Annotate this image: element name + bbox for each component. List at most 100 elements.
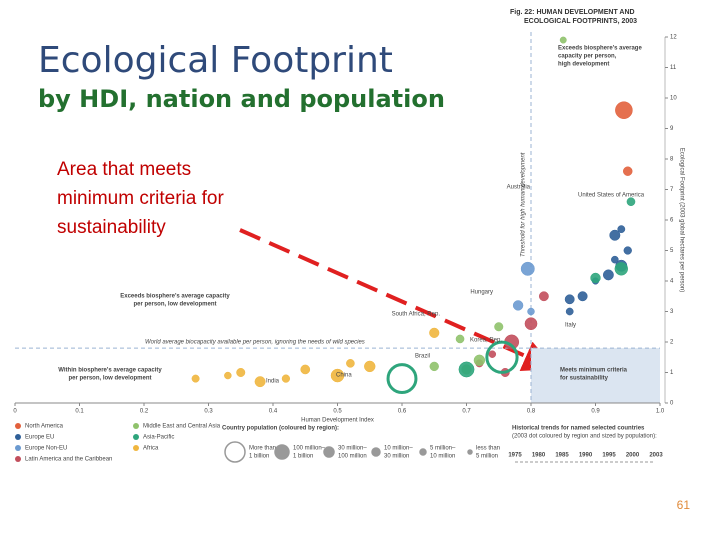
population-label: 10 million– [384,446,413,452]
x-tick-label: 0.5 [333,409,342,415]
bubble [191,374,200,383]
bubble [524,317,538,331]
x-tick-label: 0.3 [204,409,213,415]
population-legend-title: Country population (coloured by region): [222,426,339,432]
y-tick-label: 6 [670,218,674,224]
y-tick-label: 3 [670,309,674,315]
quadrant-label: capacity per person, [558,54,617,60]
bubble [281,374,291,383]
quadrant-label: Within biosphere's average capacity [58,368,162,374]
population-label: 5 million– [430,446,456,452]
slide-title: Ecological Footprint [38,40,393,81]
country-label: China [336,373,352,379]
legend-swatch [133,445,139,451]
legend-label: Asia-Pacific [143,435,174,441]
legend-swatch [133,434,139,440]
bubble [330,368,345,383]
bubble [626,197,636,207]
bubble [520,261,535,276]
legend-label: North America [25,424,64,430]
trend-year: 1990 [579,453,593,459]
legend-swatch [133,423,139,429]
population-label: 1 billion [249,454,269,460]
bubble [564,294,575,305]
quadrant-label: Exceeds biosphere's average [558,46,642,52]
y-tick-label: 1 [670,370,674,376]
legend-label: Europe EU [25,435,54,441]
figure-title: ECOLOGICAL FOOTPRINTS, 2003 [524,18,637,25]
y-tick-label: 7 [670,187,674,193]
quadrant-label: per person, low development [68,376,151,382]
y-tick-label: 11 [670,65,677,71]
population-label: 30 million [384,454,409,460]
x-tick-label: 1.0 [656,409,665,415]
trend-legend-title: (2003 dot coloured by region and sized b… [512,434,657,440]
annotation-arrow [239,228,556,371]
biocapacity-label: World average biocapacity available per … [145,340,365,346]
bubble [590,272,601,284]
bubble [473,354,486,366]
population-swatch [224,441,246,463]
page-number: 61 [677,498,691,512]
population-swatch [274,444,290,460]
population-label: less than [476,446,500,452]
legend-label: Africa [143,446,159,452]
bubble [611,255,619,264]
bubble [224,371,232,380]
legend-label: Middle East and Central Asia [143,424,221,430]
population-label: 100 million– [293,446,326,452]
quadrant-label: Exceeds biosphere's average capacity [120,294,230,300]
population-swatch [419,448,427,456]
sustainability-area [531,348,660,403]
population-swatch [323,446,335,458]
population-swatch [371,447,381,457]
bubble [254,376,266,388]
bubble [346,359,355,368]
legend-swatch [15,445,21,451]
country-label: Australia [507,185,531,191]
y-tick-label: 9 [670,126,674,132]
bubble [623,166,633,176]
country-label: Brazil [415,354,430,360]
bubble [429,361,439,372]
population-label: 1 billion [293,454,313,460]
bubble [609,229,621,241]
bubble [602,269,614,281]
bubble [458,361,475,378]
y-tick-label: 5 [670,248,674,254]
y-tick-label: 0 [670,401,674,407]
bubble [559,36,567,44]
legend-swatch [15,456,21,462]
bubble [512,300,524,311]
bubble [623,246,632,255]
bubble [455,334,465,344]
legend-swatch [15,434,21,440]
bubble [617,225,626,234]
x-axis-label: Human Development Index [301,418,374,424]
trend-year: 2000 [626,453,640,459]
bubble [614,262,629,276]
bubble [429,327,440,338]
quadrant-label: Meets minimum criteria [560,368,628,374]
trend-year: 1980 [532,453,546,459]
legend-swatch [15,423,21,429]
country-label: India [266,379,280,385]
bubble [236,368,246,377]
trend-year: 1995 [602,453,616,459]
country-label: Italy [565,323,576,329]
x-tick-label: 0 [13,409,17,415]
trend-year: 1975 [508,453,522,459]
slide-subtitle: by HDI, nation and population [38,85,445,113]
y-tick-label: 12 [670,35,677,41]
legend-label: Europe Non-EU [25,446,67,452]
quadrant-label: per person, low development [133,302,216,308]
bubble [386,363,418,395]
y-tick-label: 10 [670,96,677,102]
annotation-line: sustainability [57,217,166,238]
y-tick-label: 2 [670,340,674,346]
threshold-label: Threshold for high human development [521,152,527,257]
bubble [577,291,588,302]
bubble [538,291,549,302]
bubble [300,364,311,375]
